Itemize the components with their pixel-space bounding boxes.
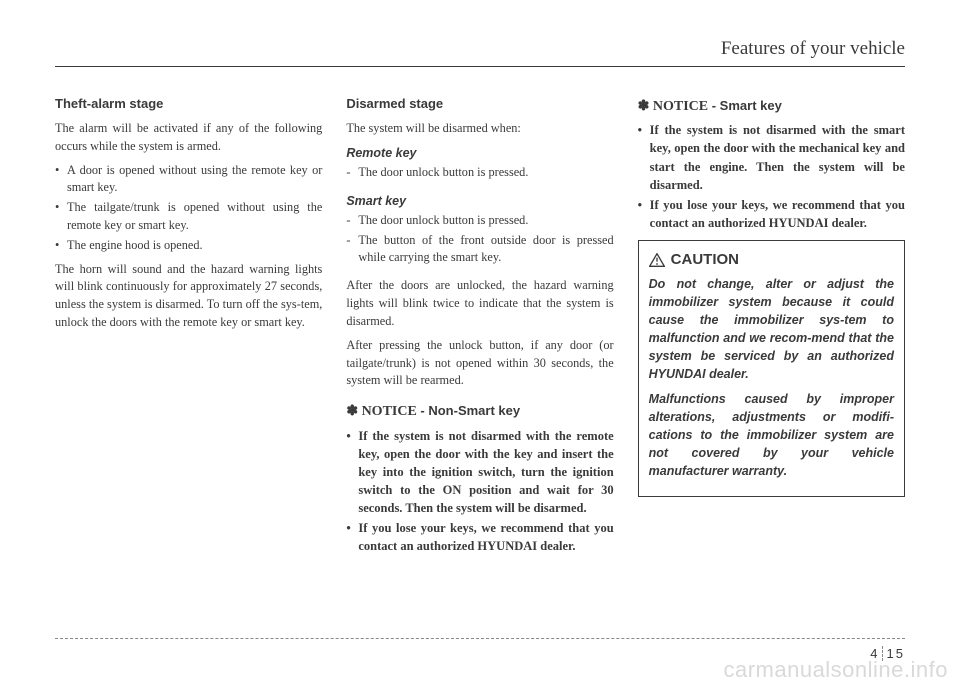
theft-alarm-para: The horn will sound and the hazard warni…	[55, 261, 322, 332]
list-item: If the system is not disarmed with the r…	[346, 427, 613, 518]
content-columns: Theft-alarm stage The alarm will be acti…	[55, 95, 905, 561]
chapter-title: Features of your vehicle	[721, 38, 905, 59]
notice-icon: ✽	[638, 97, 650, 113]
theft-alarm-heading: Theft-alarm stage	[55, 95, 322, 114]
caution-para-2: Malfunctions caused by improper alterati…	[649, 390, 894, 481]
notice-label: NOTICE	[362, 404, 417, 419]
notice-sub: - Non-Smart key	[417, 403, 520, 418]
caution-box: CAUTION Do not change, alter or adjust t…	[638, 240, 905, 497]
notice-nonsmart-title: ✽ NOTICE - Non-Smart key	[346, 400, 613, 422]
watermark: carmanualsonline.info	[723, 657, 948, 683]
list-item: The door unlock button is pressed.	[346, 164, 613, 182]
footer-divider	[55, 638, 905, 639]
caution-heading: CAUTION	[649, 249, 894, 271]
remote-key-list: The door unlock button is pressed.	[346, 164, 613, 182]
list-item: The button of the front outside door is …	[346, 232, 613, 268]
list-item: If you lose your keys, we recommend that…	[638, 196, 905, 232]
column-2: Disarmed stage The system will be disarm…	[346, 95, 613, 561]
notice-smart-list: If the system is not disarmed with the s…	[638, 121, 905, 232]
notice-label: NOTICE	[653, 99, 708, 114]
disarmed-after-1: After the doors are unlocked, the hazard…	[346, 277, 613, 330]
caution-para-1: Do not change, alter or adjust the immob…	[649, 275, 894, 384]
list-item: If you lose your keys, we recommend that…	[346, 519, 613, 555]
notice-smart-title: ✽ NOTICE - Smart key	[638, 95, 905, 117]
list-item: The door unlock button is pressed.	[346, 212, 613, 230]
column-3: ✽ NOTICE - Smart key If the system is no…	[638, 95, 905, 561]
list-item: The engine hood is opened.	[55, 237, 322, 255]
theft-alarm-intro: The alarm will be activated if any of th…	[55, 120, 322, 156]
column-1: Theft-alarm stage The alarm will be acti…	[55, 95, 322, 561]
disarmed-intro: The system will be disarmed when:	[346, 120, 613, 138]
notice-sub: - Smart key	[708, 98, 782, 113]
notice-nonsmart-list: If the system is not disarmed with the r…	[346, 427, 613, 556]
caution-body: Do not change, alter or adjust the immob…	[649, 275, 894, 480]
page: Features of your vehicle Theft-alarm sta…	[0, 0, 960, 689]
smart-key-list: The door unlock button is pressed. The b…	[346, 212, 613, 267]
remote-key-subhead: Remote key	[346, 144, 613, 162]
warning-icon	[649, 253, 665, 267]
disarmed-heading: Disarmed stage	[346, 95, 613, 114]
theft-alarm-list: A door is opened without using the remot…	[55, 162, 322, 255]
smart-key-subhead: Smart key	[346, 192, 613, 210]
caution-label: CAUTION	[671, 249, 739, 271]
chapter-header: Features of your vehicle	[55, 38, 905, 67]
list-item: The tailgate/trunk is opened without usi…	[55, 199, 322, 235]
list-item: If the system is not disarmed with the s…	[638, 121, 905, 194]
list-item: A door is opened without using the remot…	[55, 162, 322, 198]
notice-icon: ✽	[346, 402, 358, 418]
disarmed-after-2: After pressing the unlock button, if any…	[346, 337, 613, 390]
